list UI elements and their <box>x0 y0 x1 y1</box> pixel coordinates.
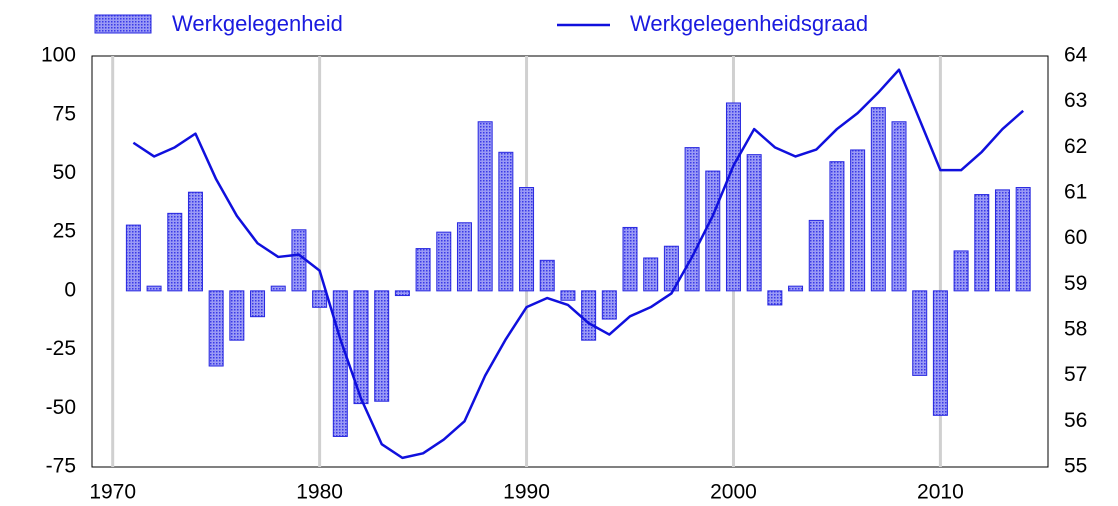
y2-tick-label: 64 <box>1064 44 1088 67</box>
bar <box>705 170 721 292</box>
legend-swatch-bar <box>94 14 152 34</box>
y-tick-label: 100 <box>41 44 76 67</box>
bar <box>788 285 804 292</box>
y2-tick-label: 63 <box>1064 89 1087 112</box>
y2-tick-label: 62 <box>1064 135 1087 158</box>
bar <box>601 290 617 320</box>
bar <box>498 151 514 292</box>
bar <box>146 285 162 292</box>
y2-tick-label: 56 <box>1064 409 1087 432</box>
bar <box>912 290 928 376</box>
bar <box>560 290 576 301</box>
bar <box>436 231 452 292</box>
legend-label: Werkgelegenheid <box>172 11 343 36</box>
y2-tick-label: 57 <box>1064 363 1087 386</box>
bar <box>125 224 141 292</box>
bar <box>808 219 824 292</box>
y-tick-label: 75 <box>53 102 76 125</box>
x-tick-label: 1970 <box>89 481 136 504</box>
x-tick-label: 2010 <box>917 481 964 504</box>
bar <box>208 290 224 367</box>
bar <box>725 102 741 292</box>
bar <box>332 290 348 437</box>
y-tick-label: -25 <box>46 337 76 360</box>
bar <box>519 187 535 292</box>
line <box>132 68 1024 460</box>
bar <box>932 290 948 416</box>
bar <box>953 250 969 292</box>
y-tick-label: -75 <box>46 455 76 478</box>
bar <box>767 290 783 306</box>
bar <box>829 161 845 292</box>
legend-label: Werkgelegenheidsgraad <box>630 11 868 36</box>
bar <box>684 147 700 292</box>
bar <box>270 285 286 292</box>
y2-tick-label: 61 <box>1064 181 1087 204</box>
y-tick-label: 0 <box>64 278 76 301</box>
y-tick-label: 25 <box>53 220 76 243</box>
bar <box>663 245 679 292</box>
x-tick-label: 2000 <box>710 481 757 504</box>
bar <box>167 212 183 292</box>
bar <box>891 121 907 292</box>
bar <box>394 290 410 297</box>
bar <box>1015 187 1031 292</box>
bar <box>250 290 266 318</box>
bar <box>187 191 203 292</box>
bar <box>850 149 866 292</box>
bar <box>974 194 990 292</box>
bar <box>622 226 638 292</box>
y-tick-label: 50 <box>53 161 76 184</box>
y2-tick-label: 55 <box>1064 455 1087 478</box>
bar <box>312 290 328 308</box>
bar <box>581 290 597 341</box>
bar <box>229 290 245 341</box>
bar <box>643 257 659 292</box>
x-tick-label: 1990 <box>503 481 550 504</box>
y2-tick-label: 59 <box>1064 272 1087 295</box>
bar <box>477 121 493 292</box>
bar <box>746 154 762 292</box>
y2-tick-label: 60 <box>1064 226 1087 249</box>
bar <box>374 290 390 402</box>
bar <box>291 229 307 292</box>
x-tick-label: 1980 <box>296 481 343 504</box>
bar <box>539 259 555 292</box>
bar <box>415 248 431 292</box>
bar <box>456 222 472 292</box>
bar <box>994 189 1010 292</box>
y2-tick-label: 58 <box>1064 318 1087 341</box>
plot-frame <box>91 55 1049 468</box>
bar <box>870 107 886 292</box>
y-tick-label: -50 <box>46 396 76 419</box>
bar <box>353 290 369 405</box>
